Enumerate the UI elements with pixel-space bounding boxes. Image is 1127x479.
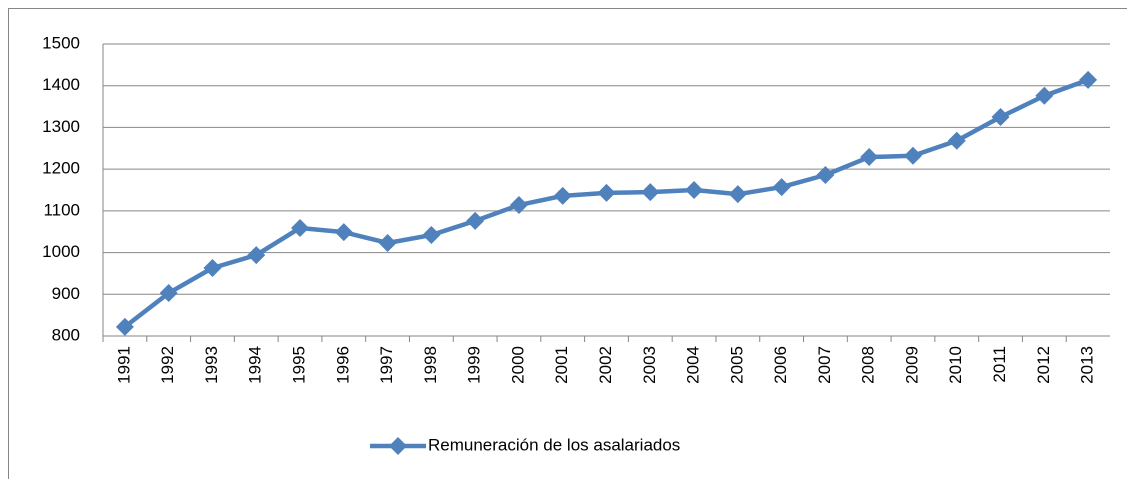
marker xyxy=(860,148,879,167)
legend-marker xyxy=(389,437,407,455)
x-tick-label: 1998 xyxy=(421,346,440,384)
marker xyxy=(422,226,441,245)
marker xyxy=(947,131,966,150)
marker xyxy=(1035,86,1054,105)
x-tick-label: 1999 xyxy=(465,346,484,384)
marker xyxy=(728,185,747,204)
y-tick-label: 1100 xyxy=(43,200,80,219)
marker xyxy=(685,181,704,199)
x-tick-label: 2009 xyxy=(902,346,921,384)
x-tick-label: 2000 xyxy=(508,346,527,384)
x-tick-label: 2006 xyxy=(771,346,790,384)
marker xyxy=(159,284,178,303)
chart-border xyxy=(8,8,1127,479)
x-tick-label: 2008 xyxy=(859,346,878,384)
x-tick-label: 2004 xyxy=(684,346,703,384)
y-tick-label: 1500 xyxy=(42,33,80,52)
y-tick-label: 1400 xyxy=(42,75,80,94)
marker xyxy=(466,211,485,230)
x-tick-label: 1997 xyxy=(377,346,396,384)
marker xyxy=(378,233,397,252)
x-tick-label: 1991 xyxy=(114,346,133,384)
x-tick-label: 1992 xyxy=(158,346,177,384)
x-tick-label: 1993 xyxy=(202,346,221,384)
marker xyxy=(553,186,572,205)
y-tick-label: 1200 xyxy=(42,159,80,178)
y-tick-label: 800 xyxy=(52,325,80,344)
marker xyxy=(1079,70,1098,89)
x-tick-label: 2010 xyxy=(946,346,965,384)
x-tick-label: 2001 xyxy=(552,346,571,384)
marker xyxy=(641,183,660,202)
marker xyxy=(247,246,266,265)
y-tick-label: 1300 xyxy=(42,117,80,136)
marker xyxy=(903,146,922,165)
marker xyxy=(816,165,835,184)
x-tick-label: 1994 xyxy=(246,346,265,384)
marker xyxy=(772,178,791,197)
x-tick-label: 1995 xyxy=(290,346,309,384)
marker xyxy=(291,218,310,237)
x-tick-label: 2012 xyxy=(1034,346,1053,384)
marker xyxy=(334,223,353,242)
x-tick-label: 1996 xyxy=(333,346,352,384)
marker xyxy=(509,196,528,215)
x-tick-label: 2013 xyxy=(1078,346,1097,384)
y-tick-label: 900 xyxy=(52,284,80,303)
x-tick-label: 2011 xyxy=(990,346,1009,383)
x-tick-label: 2002 xyxy=(596,346,615,384)
x-tick-label: 2005 xyxy=(727,346,746,384)
marker xyxy=(115,317,134,336)
legend-label: Remuneración de los asalariados xyxy=(428,435,680,454)
marker xyxy=(597,183,616,202)
x-tick-label: 2007 xyxy=(815,346,834,384)
marker xyxy=(203,259,222,278)
marker xyxy=(991,108,1010,126)
x-tick-label: 2003 xyxy=(640,346,659,384)
y-tick-label: 1000 xyxy=(42,242,80,261)
